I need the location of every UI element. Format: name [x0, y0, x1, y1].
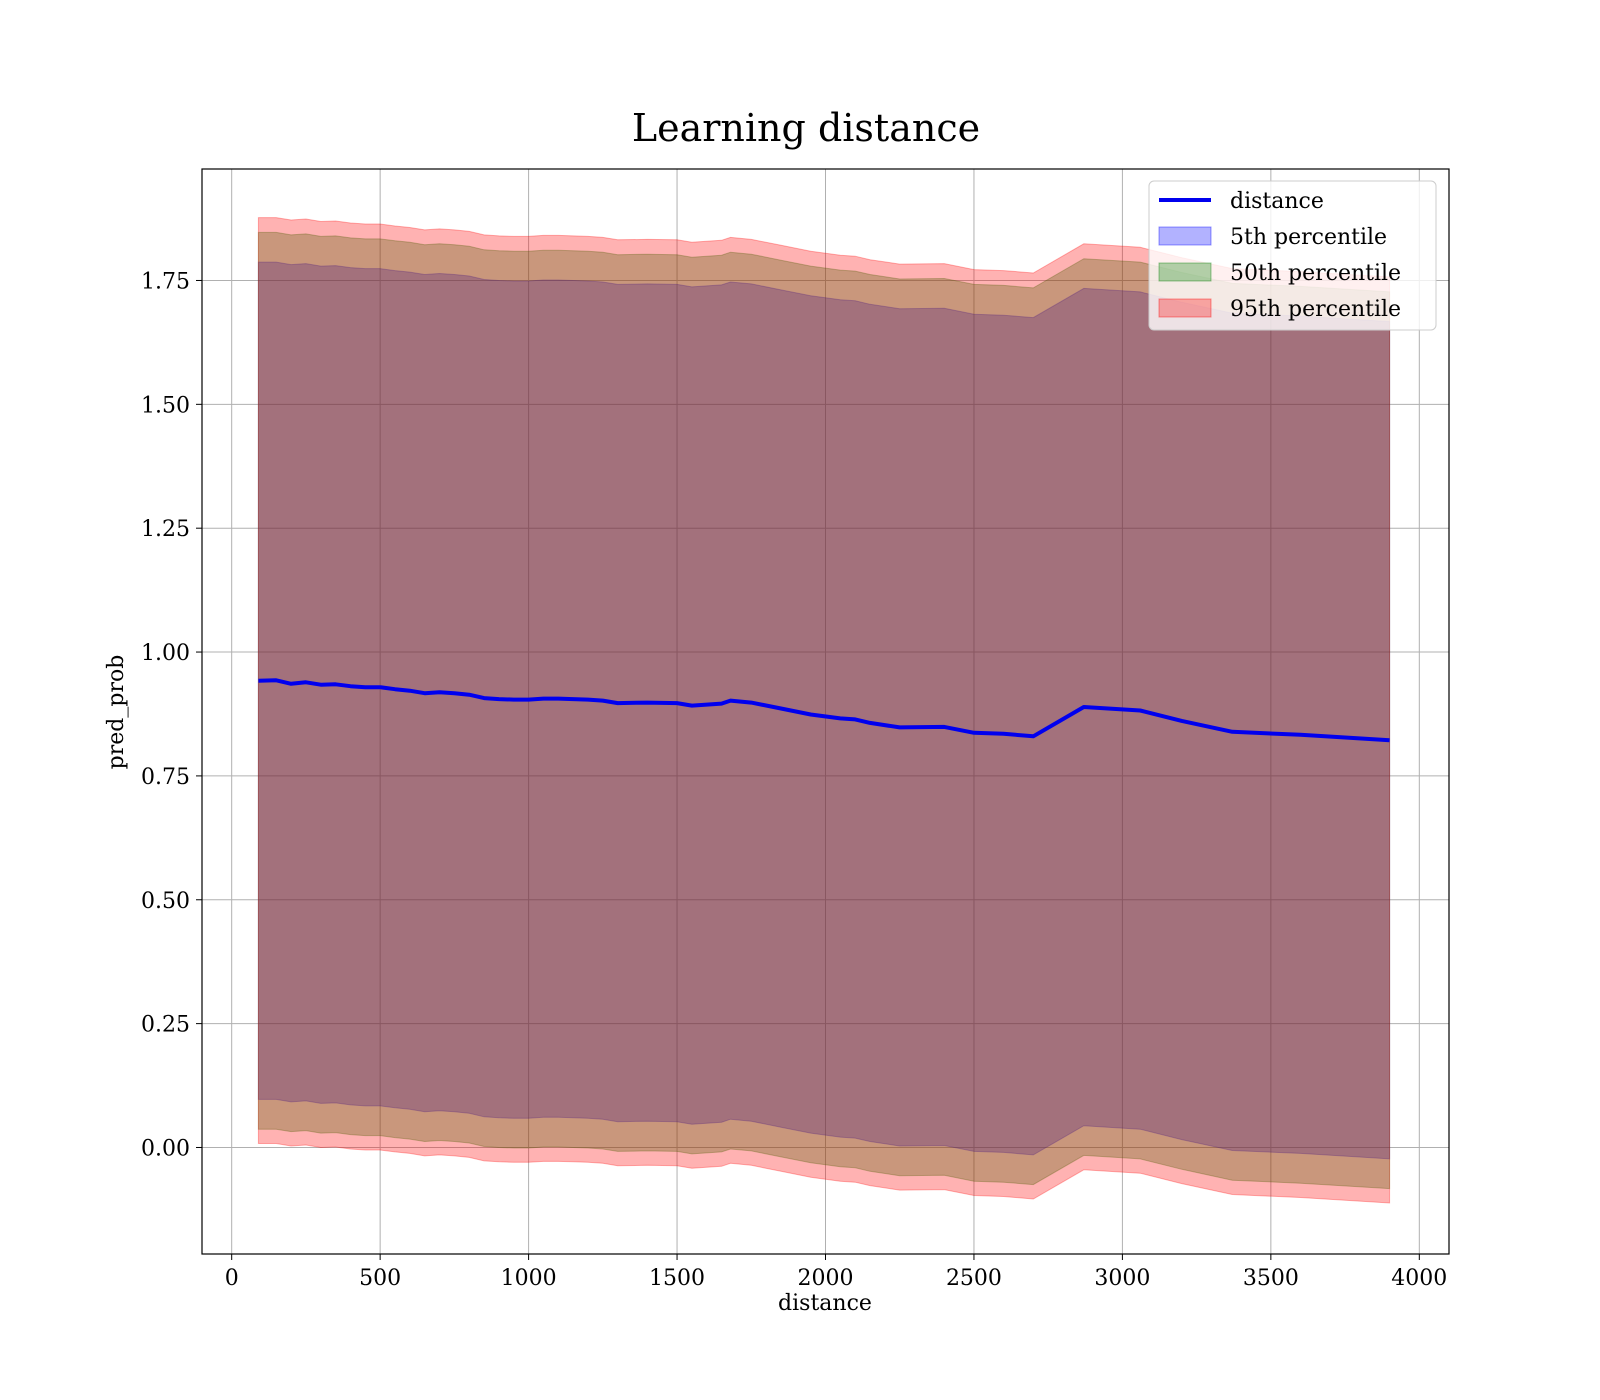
- x-tick-label: 4000: [1391, 1266, 1447, 1291]
- x-axis-title: distance: [778, 1291, 872, 1316]
- y-tick-label: 1.75: [141, 269, 190, 294]
- y-tick-label: 1.25: [141, 517, 190, 542]
- x-tick-label: 2000: [798, 1266, 854, 1291]
- legend-label: 5th percentile: [1230, 225, 1387, 250]
- x-tick-label: 500: [359, 1266, 401, 1291]
- y-tick-label: 1.00: [141, 641, 190, 666]
- series-line-distance: [258, 678, 1390, 743]
- x-tick-label: 3000: [1094, 1266, 1150, 1291]
- legend-box: [1148, 180, 1437, 331]
- band-95th-percentile: [257, 217, 1391, 1204]
- x-tick-label: 2500: [946, 1266, 1002, 1291]
- plot-area: 0 500 1000 1500 2000 2500 3000 3500 4000 0.00 0.25…: [141, 168, 1450, 1291]
- y-tick-label: 0.00: [141, 1136, 190, 1161]
- legend-label: distance: [1230, 189, 1324, 214]
- legend-label: 95th percentile: [1230, 297, 1401, 322]
- x-tick-label: 3500: [1243, 1266, 1299, 1291]
- y-axis-title: pred_prob: [104, 655, 129, 770]
- band-5th-percentile: [257, 261, 1391, 1160]
- y-tick-label: 0.75: [141, 765, 190, 790]
- x-tick-label: 1000: [501, 1266, 557, 1291]
- legend-swatch: [1158, 262, 1212, 282]
- legend-label: 50th percentile: [1230, 261, 1401, 286]
- chart-title: Learning distance: [632, 106, 980, 150]
- legend: distance 5th percentile 50th percentile 95t…: [1148, 180, 1437, 331]
- x-tick-label: 1500: [649, 1266, 705, 1291]
- y-tick-label: 0.50: [141, 889, 190, 914]
- x-tick-label: 0: [225, 1266, 239, 1291]
- band-50th-percentile: [257, 231, 1391, 1190]
- y-tick-label: 1.50: [141, 393, 190, 418]
- legend-swatch: [1158, 298, 1212, 318]
- y-tick-label: 0.25: [141, 1013, 190, 1038]
- legend-swatch: [1158, 226, 1212, 246]
